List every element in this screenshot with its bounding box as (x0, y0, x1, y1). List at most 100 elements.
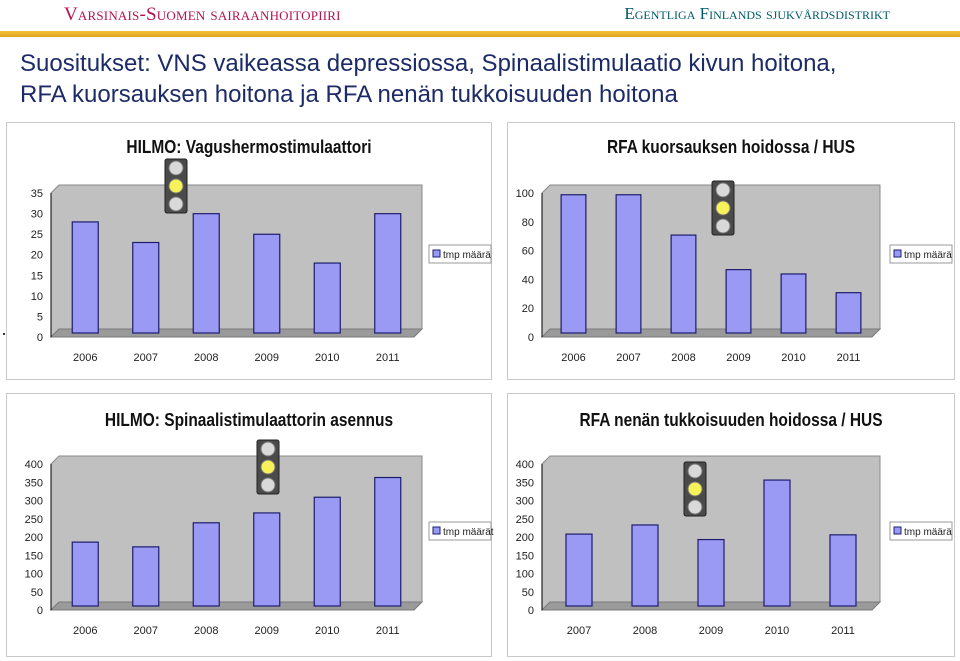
x-tick-label: 2010 (781, 352, 805, 364)
y-tick-label: 40 (522, 274, 534, 286)
chart-plot-svg: 35 30 25 20 15 10 5 0 2006 2007 2008 2009 2010 2011 tm… (31, 158, 492, 364)
y-tick-label: 20 (31, 250, 43, 262)
y-tick-label: 300 (516, 496, 534, 508)
legend-label: tmp määrä (904, 250, 952, 261)
x-tick-label: 2011 (837, 352, 861, 364)
chart-vagus-nerve-stimulator: HILMO: Vagushermostimulaattori 35 30 25 20 1… (6, 122, 492, 380)
traffic-light-green-lamp (168, 196, 184, 212)
legend-label: tmp määrä (904, 527, 952, 538)
y-tick-label: 150 (25, 550, 43, 562)
y-tick-label: 200 (25, 532, 43, 544)
x-tick-label: 2010 (765, 625, 789, 637)
traffic-light-red-lamp (168, 160, 184, 176)
traffic-light-green-lamp (260, 477, 276, 493)
chart-plot-svg: 100 80 60 40 20 0 2006 2007 2008 2009 2010 2011 tmp … (516, 180, 953, 364)
y-tick-label: 35 (31, 188, 43, 200)
chart-plot-svg: 400 350 300 250 200 150 100 50 0 2007 2008 2009 2010… (516, 455, 953, 637)
y-tick-label: 100 (516, 569, 534, 581)
chart-rfa-snoring: RFA kuorsauksen hoidossa / HUS 100 80 60 40… (507, 122, 955, 380)
chart-spinal-stimulator: HILMO: Spinaalistimulaattorin asennus 40… (6, 393, 494, 657)
plot-back-wall (541, 184, 881, 339)
bar-2010 (313, 496, 341, 607)
x-tick-label: 2008 (194, 352, 218, 364)
traffic-light-yellow-lamp (260, 459, 276, 475)
y-tick-label: 15 (31, 270, 43, 282)
x-tick-label: 2007 (616, 352, 640, 364)
bar-2009 (253, 233, 281, 334)
bar-2011 (374, 476, 402, 607)
x-tick-label: 2006 (73, 625, 97, 637)
chart-title: RFA nenän tukkoisuuden hoidossa / HUS (579, 410, 883, 430)
y-tick-label: 300 (25, 496, 43, 508)
bar-2011 (835, 292, 862, 334)
y-tick-label: 100 (516, 188, 534, 200)
chart-rfa-nasal-obstruction: RFA nenän tukkoisuuden hoidossa / HUS 40… (507, 393, 955, 657)
x-tick-label: 2009 (726, 352, 750, 364)
traffic-light-red-lamp (260, 441, 276, 457)
y-tick-label: 30 (31, 209, 43, 221)
x-tick-label: 2009 (255, 352, 279, 364)
page-title-line-1: Suositukset: VNS vaikeassa depressiossa,… (20, 50, 837, 77)
y-tick-label: 20 (522, 303, 534, 315)
y-tick-label: 350 (516, 477, 534, 489)
bar-2008 (192, 522, 220, 607)
plot-floor (49, 328, 424, 338)
bar-2010 (763, 479, 791, 607)
plot-back-wall (50, 184, 423, 339)
y-tick-label: 0 (37, 605, 43, 617)
x-tick-label: 2006 (73, 352, 97, 364)
bar-2009 (725, 269, 752, 334)
header-bar: Varsinais-Suomen sairaanhoitopiiri Egent… (0, 0, 960, 30)
x-tick-label: 2007 (134, 625, 158, 637)
header-divider (0, 31, 960, 37)
legend-box (889, 244, 953, 264)
bar-2007 (132, 241, 160, 334)
page-title-line-2: RFA kuorsauksen hoitona ja RFA nenän tuk… (20, 81, 678, 108)
bar-2008 (631, 524, 659, 607)
bar-2006 (71, 541, 99, 607)
y-tick-label: 50 (522, 587, 534, 599)
chart-title: HILMO: Spinaalistimulaattorin asennus (104, 410, 394, 430)
plot-back-wall (50, 455, 423, 612)
bar-2006 (71, 221, 99, 334)
traffic-light-yellow-lamp (687, 481, 703, 497)
traffic-light-green-lamp (715, 218, 731, 234)
x-tick-label: 2007 (134, 352, 158, 364)
x-tick-label: 2007 (567, 625, 591, 637)
x-tick-label: 2011 (376, 625, 400, 637)
stray-dot (3, 333, 5, 335)
org-name-swedish: Egentliga Finlands sjukvårdsdistrikt (624, 4, 890, 23)
y-tick-label: 250 (25, 514, 43, 526)
x-tick-label: 2008 (194, 625, 218, 637)
bar-2010 (313, 262, 341, 334)
x-tick-label: 2008 (671, 352, 695, 364)
legend-box (889, 521, 953, 541)
x-tick-label: 2011 (376, 352, 400, 364)
legend-swatch (432, 526, 441, 535)
traffic-light-red-lamp (715, 182, 731, 198)
chart-plot-svg: 400 350 300 250 200 150 100 50 0 2006 2007 2008 2009… (25, 439, 494, 637)
legend-box (428, 244, 492, 264)
bar-2009 (253, 512, 281, 607)
bar-2009 (697, 538, 725, 607)
chart-title: HILMO: Vagushermostimulaattori (126, 137, 372, 157)
org-name-finnish: Varsinais-Suomen sairaanhoitopiiri (64, 4, 341, 25)
traffic-light-red-lamp (687, 463, 703, 479)
x-tick-label: 2008 (633, 625, 657, 637)
traffic-light-yellow-lamp (715, 200, 731, 216)
y-tick-label: 0 (528, 332, 534, 344)
traffic-light-yellow-lamp (168, 178, 184, 194)
x-tick-label: 2006 (561, 352, 585, 364)
bar-2008 (670, 234, 697, 334)
y-tick-label: 50 (31, 587, 43, 599)
x-tick-label: 2011 (831, 625, 855, 637)
bar-2007 (615, 194, 642, 334)
bar-2006 (560, 194, 587, 334)
traffic-light-green-lamp (687, 499, 703, 515)
bar-2008 (192, 213, 220, 334)
plot-floor (540, 328, 882, 338)
y-tick-label: 60 (522, 246, 534, 258)
legend-label: tmp määrä (443, 250, 491, 261)
x-tick-label: 2010 (315, 352, 339, 364)
y-tick-label: 80 (522, 217, 534, 229)
